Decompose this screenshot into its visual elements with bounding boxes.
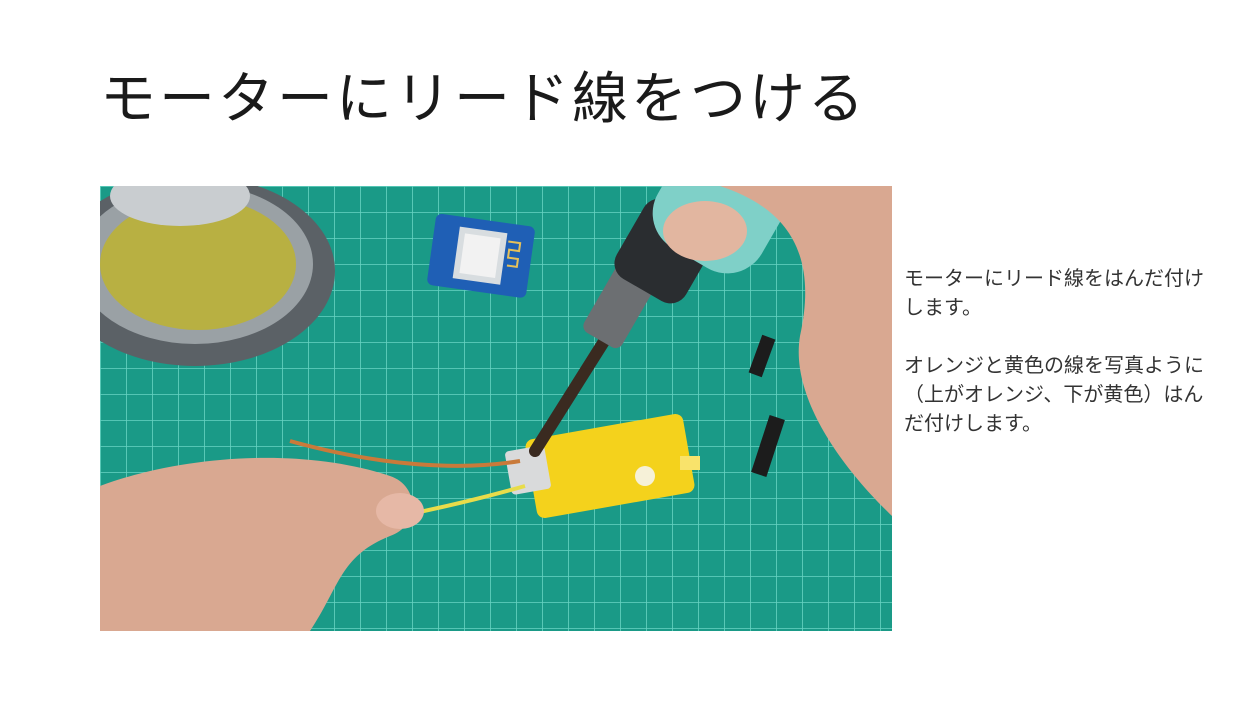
right-hand	[663, 186, 892, 516]
description-paragraph-1: モーターにリード線をはんだ付けします。	[904, 266, 1204, 319]
slide-title: モーターにリード線をつける	[100, 67, 867, 132]
orange-wire	[289, 439, 521, 468]
left-hand	[100, 457, 424, 631]
header-pins	[748, 334, 785, 478]
description-paragraph-2: オレンジと黄色の線を写真ように（上がオレンジ、下が黄色）はんだ付けします。	[904, 353, 1204, 435]
soldering-photo-illustration	[100, 186, 892, 631]
iron-stand	[100, 186, 335, 366]
wifi-board	[427, 213, 535, 298]
gear-motor	[505, 413, 700, 519]
soldering-photo	[100, 186, 892, 631]
description-text: モーターにリード線をはんだ付けします。 オレンジと黄色の線を写真ように（上がオレ…	[904, 264, 1219, 467]
